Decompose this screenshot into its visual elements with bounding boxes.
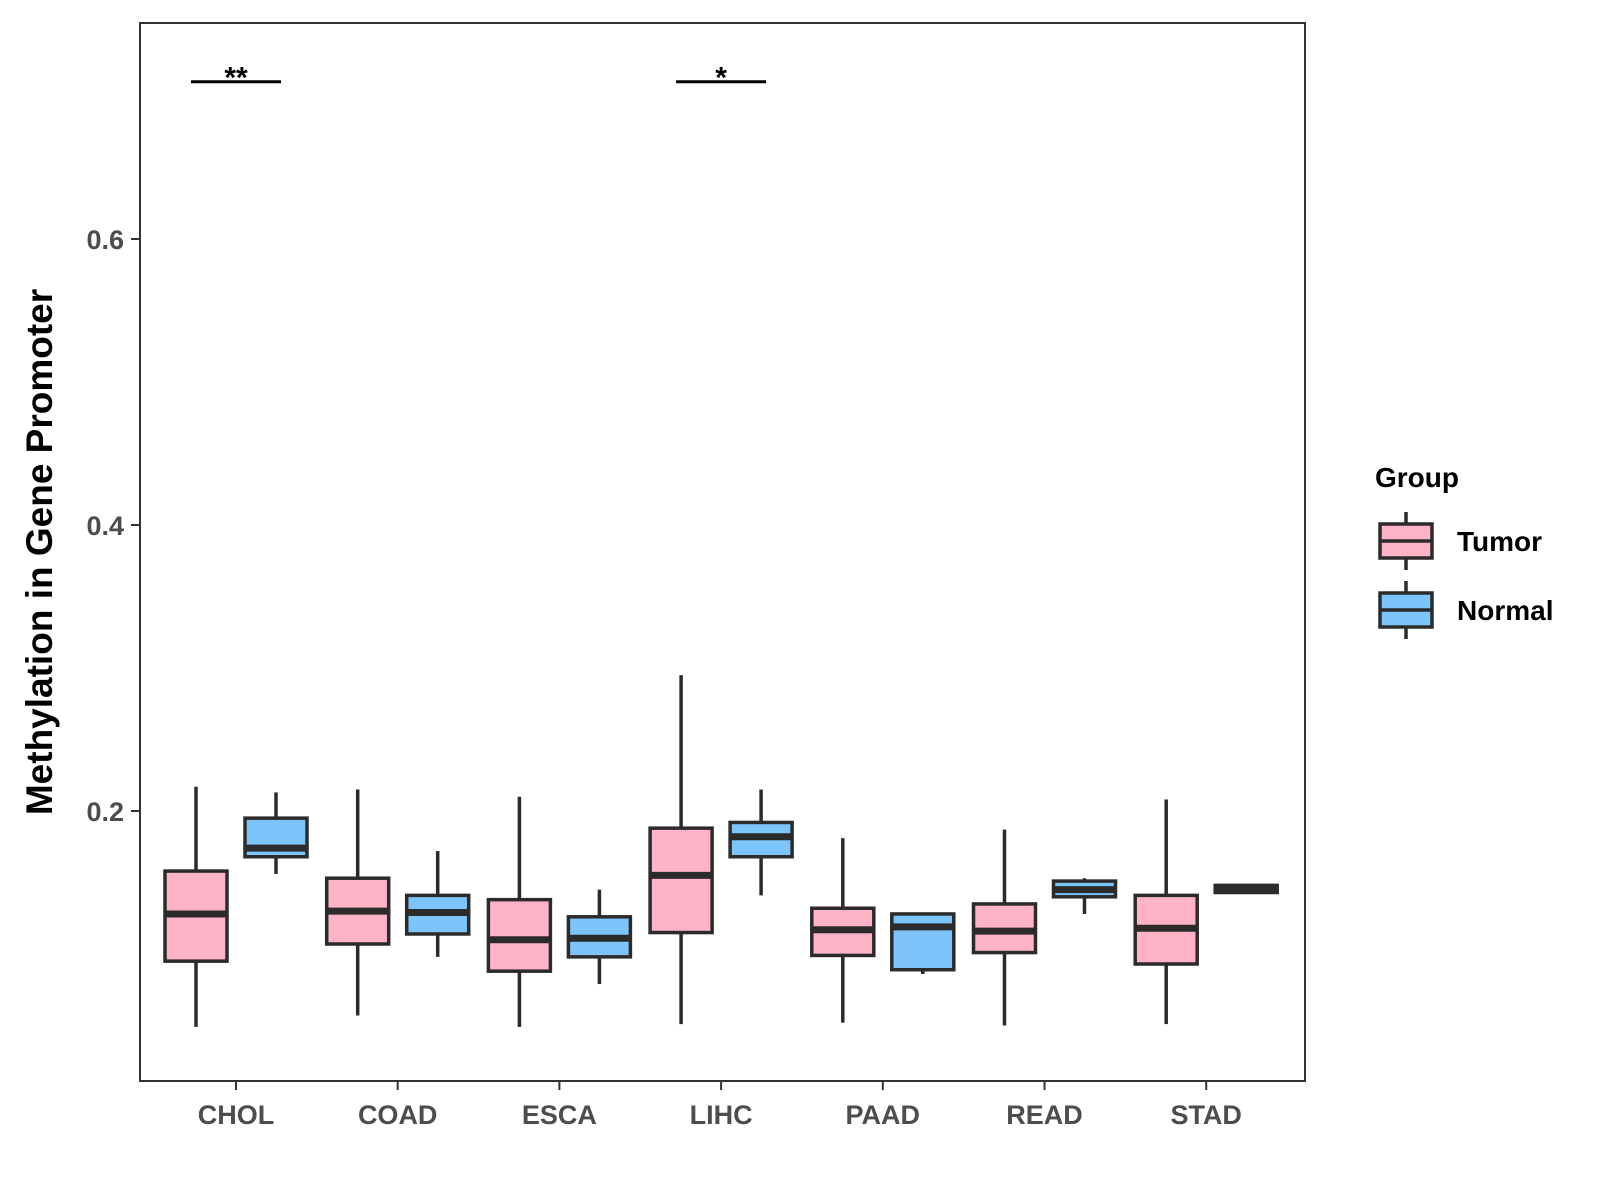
box-normal-stad [1213, 883, 1279, 895]
box-tumor-chol [163, 786, 229, 1027]
box-tumor-paad [810, 838, 876, 1023]
legend-label-tumor: Tumor [1457, 526, 1542, 557]
significance-label-chol: ** [224, 62, 248, 95]
legend-entry-tumor: Tumor [1378, 512, 1542, 570]
box-normal-esca [566, 889, 633, 985]
y-axis-title: Methylation in Gene Promoter [19, 289, 60, 815]
legend-entries: Tumor Normal [1378, 512, 1553, 639]
legend-entry-normal: Normal [1378, 581, 1553, 639]
x-axis: CHOL COAD ESCA LIHC PAAD READ STAD [198, 1081, 1242, 1130]
x-tick-label-read: READ [1006, 1100, 1083, 1130]
x-tick-label-lihc: LIHC [690, 1100, 753, 1130]
box-tumor-esca [486, 796, 553, 1027]
y-tick-label-0.2: 0.2 [86, 797, 124, 827]
y-axis: 0.2 0.4 0.6 [86, 225, 140, 827]
box-tumor-read [971, 829, 1038, 1026]
x-tick-label-coad: COAD [358, 1100, 438, 1130]
x-tick-label-paad: PAAD [846, 1100, 921, 1130]
x-tick-label-chol: CHOL [198, 1100, 275, 1130]
iqr-box-tumor-esca [486, 897, 553, 973]
significance-annotations: ** * [191, 62, 767, 95]
y-tick-label-0.6: 0.6 [86, 225, 124, 255]
significance-label-lihc: * [715, 62, 727, 95]
box-tumor-stad [1133, 799, 1199, 1025]
x-tick-label-esca: ESCA [522, 1100, 597, 1130]
box-normal-read [1051, 878, 1118, 914]
plot-panel [139, 22, 1306, 1082]
box-normal-coad [404, 851, 471, 957]
legend: Group Tumor Normal [1375, 462, 1553, 639]
iqr-box-normal-paad [890, 912, 956, 972]
box-tumor-lihc [648, 675, 714, 1025]
box-normal-paad [890, 912, 956, 975]
iqr-box-tumor-lihc [648, 826, 714, 935]
legend-title: Group [1375, 462, 1459, 493]
box-normal-chol [243, 792, 309, 874]
x-tick-label-stad: STAD [1170, 1100, 1242, 1130]
legend-label-normal: Normal [1457, 595, 1553, 626]
y-tick-label-0.4: 0.4 [86, 511, 124, 541]
box-tumor-coad [324, 789, 391, 1016]
box-series [163, 675, 1279, 1027]
box-normal-lihc [728, 789, 794, 896]
